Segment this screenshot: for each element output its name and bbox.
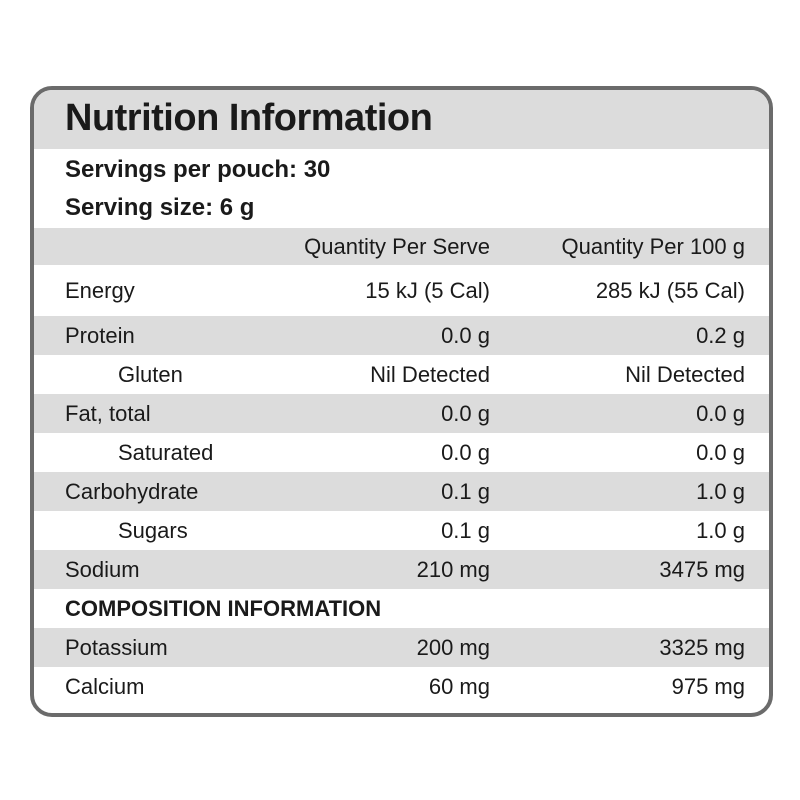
row-per-serve: 0.0 g: [441, 400, 490, 426]
row-name: Saturated: [118, 439, 214, 465]
column-header-per-100g: Quantity Per 100 g: [561, 233, 745, 259]
row-name: Sodium: [65, 556, 140, 582]
panel-title: Nutrition Information: [34, 90, 769, 149]
row-name: Fat, total: [65, 400, 151, 426]
row-per-100g: 3475 mg: [659, 556, 745, 582]
row-per-100g: 0.0 g: [696, 439, 745, 465]
servings-per-pouch: Servings per pouch: 30: [65, 156, 331, 183]
row-name: Energy: [65, 277, 135, 303]
row-per-serve: 60 mg: [428, 673, 490, 699]
table-row: Potassium 200 mg 3325 mg: [34, 628, 769, 667]
row-per-100g: 975 mg: [671, 673, 745, 699]
row-per-serve: 0.0 g: [441, 322, 490, 348]
serving-size: Serving size: 6 g: [65, 194, 255, 221]
row-per-100g: 3325 mg: [659, 634, 745, 660]
row-per-serve: 210 mg: [416, 556, 490, 582]
row-per-serve: 0.1 g: [441, 478, 490, 504]
column-header-row: Quantity Per Serve Quantity Per 100 g: [34, 228, 769, 265]
composition-heading: COMPOSITION INFORMATION: [65, 595, 382, 621]
row-per-serve: 0.0 g: [441, 439, 490, 465]
row-name: Protein: [65, 322, 135, 348]
table-row: Gluten Nil Detected Nil Detected: [34, 355, 769, 394]
nutrition-panel: Nutrition Information Servings per pouch…: [30, 86, 773, 717]
row-name: Potassium: [65, 634, 168, 660]
table-row: Calcium 60 mg 975 mg: [34, 667, 769, 706]
servings-block: Servings per pouch: 30 Serving size: 6 g: [34, 149, 769, 228]
table-row: Fat, total 0.0 g 0.0 g: [34, 394, 769, 433]
table-row: Protein 0.0 g 0.2 g: [34, 316, 769, 355]
composition-heading-row: COMPOSITION INFORMATION: [34, 589, 769, 628]
row-per-serve: Nil Detected: [370, 361, 490, 387]
row-name: Gluten: [118, 361, 183, 387]
row-name: Sugars: [118, 517, 188, 543]
row-name: Carbohydrate: [65, 478, 199, 504]
row-per-serve: 0.1 g: [441, 517, 490, 543]
row-per-serve: 15 kJ (5 Cal): [365, 277, 490, 303]
row-per-100g: 1.0 g: [696, 517, 745, 543]
table-row: Energy 15 kJ (5 Cal) 285 kJ (55 Cal): [34, 265, 769, 316]
table-row: Sodium 210 mg 3475 mg: [34, 550, 769, 589]
row-per-serve: 200 mg: [416, 634, 490, 660]
row-name: Calcium: [65, 673, 145, 699]
table-row: Sugars 0.1 g 1.0 g: [34, 511, 769, 550]
table-row: Carbohydrate 0.1 g 1.0 g: [34, 472, 769, 511]
row-per-100g: 0.2 g: [696, 322, 745, 348]
row-per-100g: Nil Detected: [625, 361, 745, 387]
row-per-100g: 1.0 g: [696, 478, 745, 504]
row-per-100g: 0.0 g: [696, 400, 745, 426]
column-header-per-serve: Quantity Per Serve: [304, 233, 490, 259]
table-row: Saturated 0.0 g 0.0 g: [34, 433, 769, 472]
row-per-100g: 285 kJ (55 Cal): [595, 277, 745, 303]
